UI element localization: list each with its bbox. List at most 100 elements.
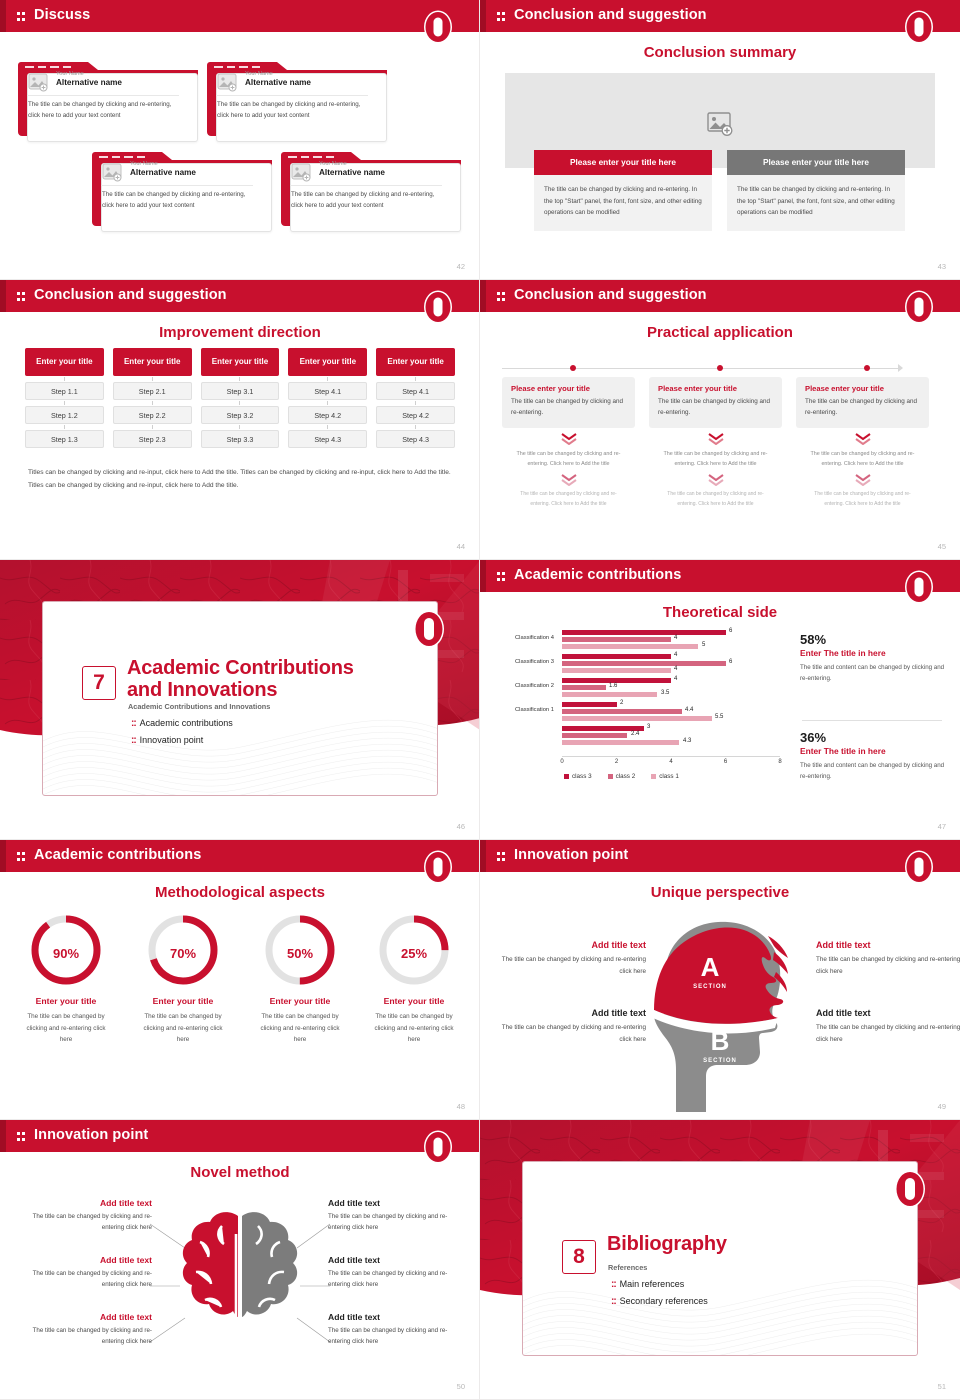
section-list-item[interactable]: :: Secondary references: [611, 1296, 708, 1307]
bar-class3: [562, 654, 671, 659]
step-box[interactable]: Step 3.3: [200, 430, 280, 448]
application-box-title: Please enter your title: [511, 384, 590, 393]
page-number: 47: [937, 822, 946, 831]
application-column: Please enter your title The title can be…: [796, 377, 929, 509]
bar-class2: [562, 637, 671, 642]
section-list-item[interactable]: :: Innovation point: [131, 735, 204, 746]
step-column-heading[interactable]: Enter your title: [200, 348, 280, 376]
donut-chart-25: [379, 915, 449, 985]
ohio-o-logo-icon: [904, 850, 934, 884]
slide-content-title: Improvement direction: [159, 324, 321, 341]
card-divider: [216, 95, 368, 96]
step-box[interactable]: Step 1.3: [25, 430, 104, 448]
step-box[interactable]: Step 2.1: [112, 382, 192, 400]
legend-item: class 2: [607, 773, 636, 780]
slide-header-bar: Conclusion and suggestion: [480, 280, 960, 312]
step-box[interactable]: Step 4.1: [288, 382, 368, 400]
double-square-bullet-icon: [497, 291, 506, 303]
step-box[interactable]: Step 1.1: [25, 382, 104, 400]
wave-decoration: [523, 1279, 917, 1355]
step-column-heading[interactable]: Enter your title: [288, 348, 368, 376]
section-list-item[interactable]: :: Academic contributions: [131, 718, 233, 729]
step-box[interactable]: Step 4.1: [376, 382, 455, 400]
add-image-icon[interactable]: [707, 112, 733, 136]
application-box[interactable]: Please enter your title The title can be…: [502, 377, 635, 428]
step-box[interactable]: Step 4.2: [376, 406, 455, 424]
step-box[interactable]: Step 1.2: [25, 406, 104, 424]
card-your-name: Your Name: [130, 161, 158, 167]
section-list-item-label: Secondary references: [619, 1296, 708, 1306]
folder-card[interactable]: Your Name Alternative name The title can…: [281, 152, 461, 232]
step-box[interactable]: Step 2.3: [112, 430, 192, 448]
slide-header-title: Conclusion and suggestion: [514, 287, 707, 303]
step-box[interactable]: Step 4.3: [288, 430, 368, 448]
summary-column-body: The title can be changed by clicking and…: [534, 175, 712, 231]
card-alt-name: Alternative name: [245, 78, 311, 87]
image-placeholder-icon: [102, 163, 122, 182]
card-body-text: The title can be changed by clicking and…: [102, 191, 246, 209]
image-placeholder-icon: [291, 163, 311, 182]
section-number: 7: [82, 666, 116, 700]
connector: [415, 377, 417, 381]
section-heading-line1: Bibliography: [607, 1233, 727, 1255]
timeline-dot: [570, 364, 576, 371]
block-title: Add title text: [328, 1198, 381, 1208]
donut-percent: 25%: [400, 946, 428, 961]
application-step-text: The title can be changed by clicking and…: [810, 450, 915, 467]
bar-value: 3.5: [661, 690, 670, 696]
block-title: Add title text: [816, 940, 871, 950]
card-divider: [27, 95, 179, 96]
application-box-title: Please enter your title: [658, 384, 737, 393]
step-box[interactable]: Step 3.1: [200, 382, 280, 400]
step-column-heading[interactable]: Enter your title: [25, 348, 104, 376]
bar-category-label: Classification 4: [515, 635, 554, 641]
folder-card[interactable]: Your Name Alternative name The title can…: [18, 62, 198, 142]
brain-text-block: Add title text The title can be changed b…: [12, 1312, 152, 1348]
application-column: Please enter your title The title can be…: [649, 377, 782, 509]
timeline-dot: [864, 364, 870, 371]
step-box[interactable]: Step 4.2: [288, 406, 368, 424]
block-body: The title can be changed by clicking and…: [328, 1270, 448, 1289]
folder-card[interactable]: Your Name Alternative name The title can…: [92, 152, 272, 232]
slide-header-bar: Innovation point: [0, 1120, 479, 1152]
chevron-down-icon: [707, 474, 724, 487]
application-box[interactable]: Please enter your title The title can be…: [796, 377, 929, 428]
ohio-o-logo-icon: [423, 10, 453, 44]
card-body-text: The title can be changed by clicking and…: [28, 101, 172, 119]
legend-label: class 2: [615, 773, 636, 780]
x-tick-label: 6: [723, 759, 728, 765]
step-box[interactable]: Step 3.2: [200, 406, 280, 424]
application-box[interactable]: Please enter your title The title can be…: [649, 377, 782, 428]
slide-header-title: Discuss: [34, 7, 91, 23]
block-body: The title can be changed by clicking and…: [32, 1270, 152, 1289]
slide-51-bibliography-divider: 8 Bibliography References :: Main referen…: [480, 1120, 960, 1400]
bar-category-label: Classification 3: [515, 659, 554, 665]
step-column: Enter your title Step 4.1 Step 4.2 Step …: [376, 348, 455, 448]
folder-card[interactable]: Your Name Alternative name The title can…: [207, 62, 387, 142]
slide-header-bar: Conclusion and suggestion: [0, 280, 479, 312]
block-title: Add title text: [99, 1312, 152, 1322]
page-number: 48: [456, 1102, 465, 1111]
slide-header-bar: Academic contributions: [480, 560, 960, 592]
donut-block: 70% Enter your title The title can be ch…: [135, 912, 231, 1046]
summary-column-heading[interactable]: Please enter your title here: [727, 150, 905, 175]
stat-value: 36%: [800, 730, 827, 745]
bar-class2: [562, 685, 606, 690]
step-box[interactable]: Step 4.3: [376, 430, 455, 448]
step-box[interactable]: Step 2.2: [112, 406, 192, 424]
svg-text:SECTION: SECTION: [693, 984, 727, 990]
bar-class1: [562, 716, 712, 721]
x-tick-label: 4: [669, 759, 673, 765]
step-column-heading[interactable]: Enter your title: [376, 348, 455, 376]
summary-column-heading[interactable]: Please enter your title here: [534, 150, 712, 175]
section-list-item[interactable]: :: Main references: [611, 1279, 685, 1290]
connector: [63, 401, 65, 405]
application-step-text: The title can be changed by clicking and…: [663, 450, 768, 467]
double-square-bullet-icon: [497, 851, 506, 863]
bar-class2: [562, 709, 682, 714]
x-tick-label: 2: [614, 759, 619, 765]
slide-content-title: Methodological aspects: [154, 884, 326, 901]
double-square-bullet-icon: [17, 291, 26, 303]
donut-block: 90% Enter your title The title can be ch…: [18, 912, 114, 1046]
step-column-heading[interactable]: Enter your title: [112, 348, 192, 376]
